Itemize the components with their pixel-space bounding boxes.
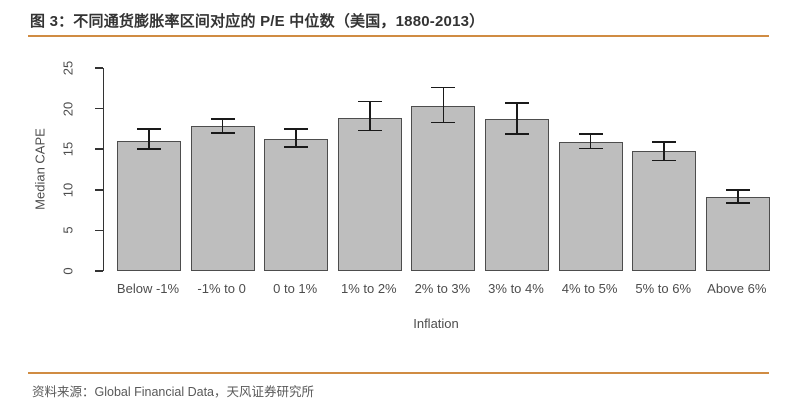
y-axis-tick [95, 148, 103, 150]
error-bar-cap [578, 133, 603, 135]
y-axis-title: Median CAPE [32, 128, 48, 210]
bar-1% to 2% [337, 117, 402, 271]
y-axis-tick-label: 10 [60, 182, 76, 198]
error-bar-cap [725, 202, 750, 204]
error-bar [663, 141, 665, 161]
bar-2% to 3% [411, 106, 476, 271]
x-axis-tick-label: Below -1% [116, 281, 180, 296]
x-axis-tick-label: -1% to 0 [197, 281, 246, 296]
error-bar-cap [725, 189, 750, 191]
y-axis-tick [95, 270, 103, 272]
error-bar-cap [284, 146, 309, 148]
error-bar [589, 133, 592, 149]
x-axis-tick-label: 5% to 6% [635, 281, 692, 296]
bar-0 to 1% [264, 139, 329, 271]
x-axis-tick-label: Above 6% [707, 281, 767, 296]
error-bar-cap [357, 129, 382, 132]
x-axis-title: Inflation [413, 316, 459, 331]
y-axis-tick-label: 0 [60, 267, 76, 275]
bar-3% to 4% [485, 119, 549, 271]
error-bar [148, 128, 150, 150]
x-axis-tick-label: 1% to 2% [340, 281, 397, 296]
error-bar-cap [210, 118, 235, 120]
bar-Below -1% [117, 141, 181, 271]
bar-4% to 5% [558, 141, 623, 271]
error-bar-cap [431, 121, 456, 124]
error-bar-cap [578, 147, 603, 150]
x-axis-tick-label: 4% to 5% [561, 281, 618, 296]
error-bar-cap [431, 86, 456, 89]
y-axis-tick [95, 189, 103, 191]
bar-5% to 6% [632, 150, 697, 271]
error-bar-cap [137, 128, 161, 130]
error-bar-cap [505, 102, 529, 104]
error-bar-cap [652, 141, 677, 143]
error-bar [737, 189, 739, 203]
error-bar [369, 101, 371, 131]
error-bar-cap [284, 128, 309, 130]
y-axis-tick-label: 15 [60, 141, 76, 157]
error-bar-cap [505, 133, 529, 135]
bar-Above 6% [705, 197, 770, 271]
y-axis-tick [95, 67, 103, 69]
footer-rule [28, 372, 769, 374]
x-axis-tick-label: 0 to 1% [273, 281, 318, 296]
plot-area: 0 5 10 15 20 25 [61, 61, 770, 275]
error-bar-cap [652, 159, 677, 162]
error-bar-cap [137, 148, 161, 150]
x-axis-tick-label: 3% to 4% [488, 281, 544, 296]
error-bar [442, 87, 445, 123]
y-axis-tick-label: 25 [60, 60, 76, 76]
bar--1% to 0 [190, 126, 255, 271]
y-axis-tick [95, 107, 103, 110]
figure-title: 图 3：不同通货膨胀率区间对应的 P/E 中位数（美国，1880-2013） [30, 13, 485, 30]
y-axis-tick-label: 20 [60, 101, 76, 116]
error-bar [516, 102, 518, 134]
x-axis-tick-label: 2% to 3% [414, 281, 471, 296]
error-bar [221, 119, 224, 133]
error-bar [295, 128, 297, 147]
y-axis-tick-label: 5 [60, 226, 76, 235]
y-axis-tick [95, 229, 103, 232]
error-bar-cap [357, 100, 382, 103]
source-note: 资料来源：Global Financial Data，天风证券研究所 [32, 385, 315, 399]
title-underline-rule [28, 35, 769, 37]
error-bar-cap [210, 132, 235, 134]
